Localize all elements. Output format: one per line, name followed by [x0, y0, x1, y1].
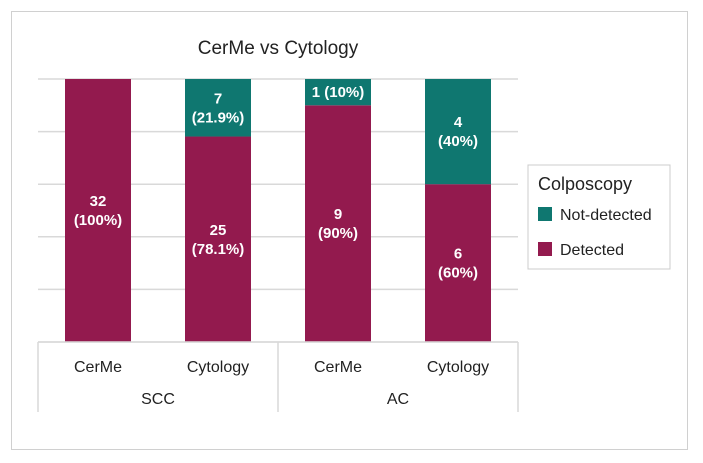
chart-title: CerMe vs Cytology: [198, 38, 359, 59]
bar-not-detected: [185, 79, 251, 137]
data-label-detected: (100%): [74, 212, 122, 229]
bar-detected: [425, 184, 491, 342]
data-label-detected: (78.1%): [192, 241, 245, 258]
data-label-not-detected: (21.9%): [192, 109, 245, 126]
data-label-detected: (90%): [318, 225, 358, 242]
bar-detected: [185, 136, 251, 342]
data-label-detected: 9: [334, 206, 342, 223]
bar-not-detected: [425, 79, 491, 185]
data-label-detected: (60%): [438, 265, 478, 282]
data-label-not-detected: 1 (10%): [312, 84, 365, 101]
bar-not-detected: [305, 79, 371, 106]
data-label-detected: 6: [454, 246, 462, 263]
group-label: AC: [387, 391, 409, 408]
bar-detected: [65, 79, 131, 342]
x-tick-label: Cytology: [427, 359, 489, 376]
data-label-not-detected: 4: [454, 114, 463, 131]
legend-entry: Detected: [560, 242, 624, 259]
legend-swatch: [538, 207, 552, 221]
x-tick-label: Cytology: [187, 359, 249, 376]
data-label-detected: 32: [90, 193, 107, 210]
group-label: SCC: [141, 391, 175, 408]
bar-detected: [305, 105, 371, 342]
data-label-detected: 25: [210, 222, 227, 239]
data-label-not-detected: 7: [214, 90, 222, 107]
x-tick-label: CerMe: [74, 359, 122, 376]
legend-title: Colposcopy: [538, 174, 632, 194]
data-label-not-detected: (40%): [438, 133, 478, 150]
legend-swatch: [538, 242, 552, 256]
x-tick-label: CerMe: [314, 359, 362, 376]
legend-entry: Not-detected: [560, 207, 652, 224]
